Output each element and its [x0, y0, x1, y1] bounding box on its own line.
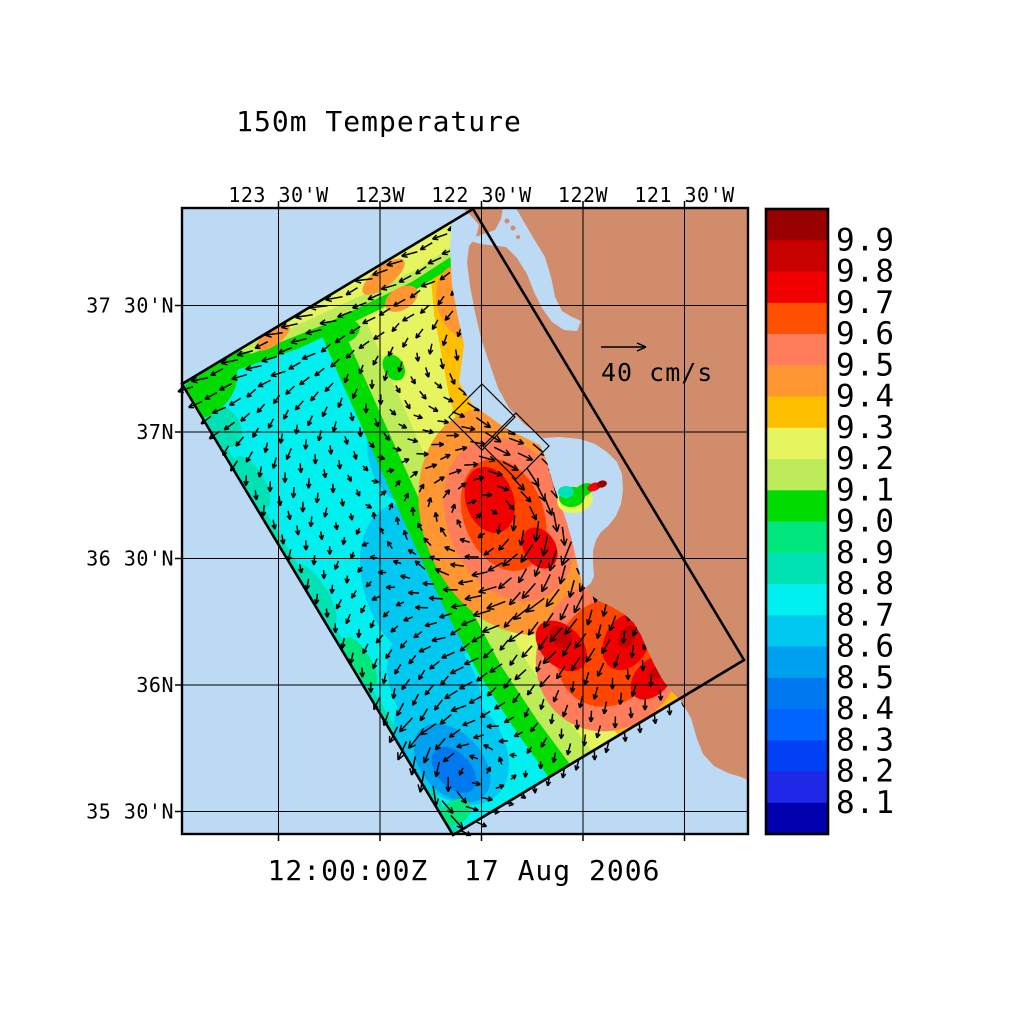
colorbar-label: 9.6 [836, 316, 895, 352]
colorbar-label: 8.8 [836, 566, 895, 602]
colorbar-label: 9.0 [836, 504, 895, 540]
colorbar-label: 9.5 [836, 347, 895, 383]
vector-scale-label: 40 cm/s [601, 358, 713, 387]
colorbar-band [766, 709, 828, 741]
grid-lines [182, 208, 748, 834]
san-francisco-bay [466, 208, 581, 331]
colorbar-band [766, 240, 828, 273]
x-tick-label: 123 30'W [228, 183, 329, 207]
x-tick-label: 121 30'W [634, 183, 735, 207]
colorbar-band [766, 490, 828, 523]
bay-island [504, 218, 510, 224]
colorbar-band [766, 646, 828, 679]
colorbar-label: 8.6 [836, 629, 895, 665]
map-frame [180, 206, 750, 836]
colorbar-label: 8.4 [836, 691, 895, 727]
colorbar-label: 8.7 [836, 597, 895, 633]
timestamp-label: 12:00:00Z 17 Aug 2006 [268, 854, 661, 887]
colorbar-label: 9.4 [836, 379, 895, 415]
colorbar-label: 9.8 [836, 254, 895, 290]
colorbar-band [766, 740, 828, 773]
colorbar-band [766, 365, 828, 398]
colorbar-band [766, 334, 828, 366]
colorbar-label: 9.9 [836, 222, 895, 258]
colorbar-label: 8.3 [836, 722, 895, 758]
colorbar-label: 9.1 [836, 472, 895, 508]
y-tick-label: 37 30'N [86, 294, 174, 318]
bay-island [516, 235, 520, 239]
colorbar-band [766, 802, 828, 835]
moss-landing-feature [557, 480, 607, 514]
colorbar-label: 8.9 [836, 535, 895, 571]
x-tick-label: 122W [558, 183, 609, 207]
colorbar-band [766, 615, 828, 648]
colorbar-band [766, 459, 828, 491]
x-tick-label: 123W [355, 183, 406, 207]
colorbar-band [766, 302, 828, 335]
colorbar-band [766, 209, 828, 241]
colorbar-band [766, 552, 828, 585]
colorbar-label: 9.7 [836, 285, 895, 321]
colorbar-band [766, 521, 828, 554]
bay-island [510, 225, 516, 231]
colorbar-band [766, 396, 828, 429]
colorbar-band [766, 427, 828, 460]
y-tick-label: 36N [136, 673, 174, 697]
colorbar-band [766, 771, 828, 804]
y-tick-label: 36 30'N [86, 547, 174, 571]
y-tick-label: 35 30'N [86, 800, 174, 824]
nested-grid-diamond [448, 383, 516, 451]
colorbar-label: 8.2 [836, 754, 895, 790]
colorbar-label: 8.1 [836, 785, 895, 821]
colorbar-label: 8.5 [836, 660, 895, 696]
colorbar-band [766, 271, 828, 304]
x-tick-label: 122 30'W [431, 183, 532, 207]
colorbar-label: 9.2 [836, 441, 895, 477]
scale-arrow [601, 342, 647, 352]
colorbar: 9.99.89.79.69.59.49.39.29.19.08.98.88.78… [764, 207, 895, 836]
nested-grid-diamond [482, 412, 550, 480]
generated-plot-graphics: 9.99.89.79.69.59.49.39.29.19.08.98.88.78… [86, 183, 895, 841]
colorbar-border [764, 207, 830, 836]
land [463, 208, 748, 780]
colorbar-label: 9.3 [836, 410, 895, 446]
y-tick-label: 37N [136, 420, 174, 444]
colorbar-band [766, 677, 828, 710]
plot-title: 150m Temperature [236, 105, 522, 138]
colorbar-band [766, 584, 828, 616]
